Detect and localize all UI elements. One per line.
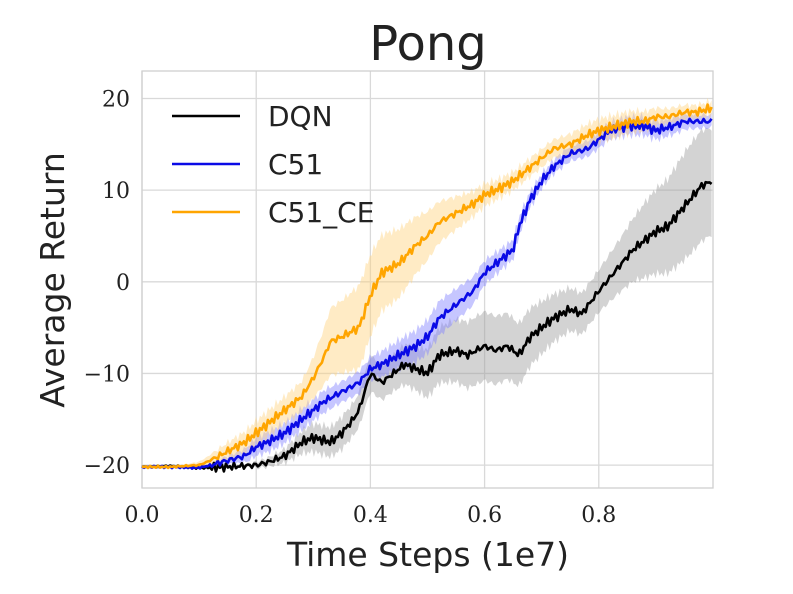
x-tick-label: 0.6 (467, 503, 502, 528)
legend-label: C51_CE (268, 196, 374, 229)
y-tick-label: −20 (84, 454, 130, 479)
line-c51 (141, 117, 713, 470)
line-c51-ce (141, 103, 713, 470)
x-tick-label: 0.2 (239, 503, 274, 528)
plot-frame (141, 70, 714, 489)
chart-title: Pong (369, 16, 487, 72)
legend-label: C51 (268, 148, 323, 181)
x-tick-label: 0.4 (353, 503, 388, 528)
x-axis-label: Time Steps (1e7) (286, 535, 569, 574)
legend: DQN C51 C51_CE (172, 100, 374, 229)
legend-label: DQN (268, 100, 333, 133)
y-tick-label: 0 (116, 271, 130, 296)
y-tick-label: 20 (102, 87, 130, 112)
y-tick-label: 10 (102, 179, 130, 204)
x-tick-label: 0.0 (125, 503, 160, 528)
x-tick-label: 0.8 (581, 503, 616, 528)
line-dqn (141, 180, 713, 473)
band-dqn (142, 127, 712, 472)
y-tick-label: −10 (84, 362, 130, 387)
y-axis-label: Average Return (33, 152, 72, 408)
